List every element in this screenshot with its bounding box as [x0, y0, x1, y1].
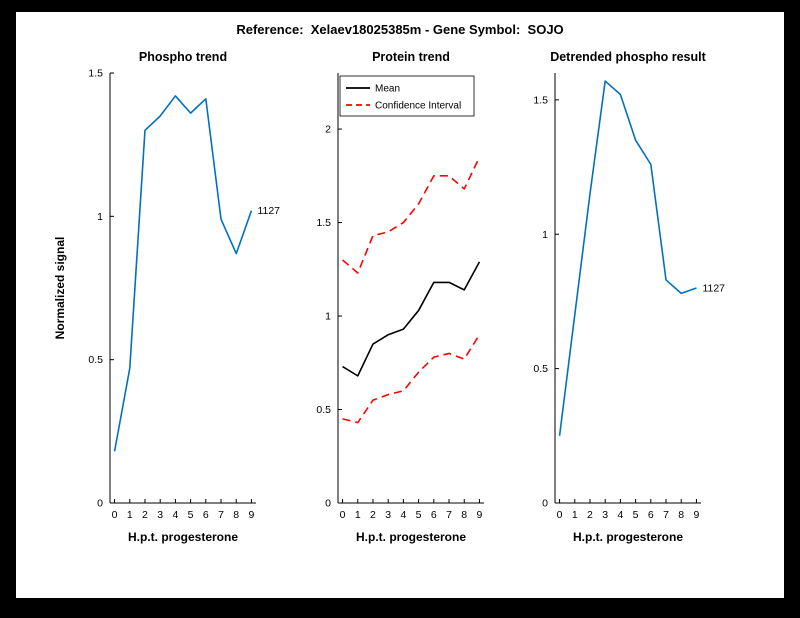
- x-tick-label: 5: [188, 509, 194, 521]
- x-tick-label: 6: [431, 509, 437, 521]
- x-tick-label: 3: [602, 509, 608, 521]
- y-tick-label: 1.5: [88, 68, 103, 80]
- plot-title: Detrended phospho result: [550, 50, 706, 64]
- x-tick-label: 7: [663, 509, 669, 521]
- y-tick-label: 1.5: [533, 94, 548, 106]
- x-tick-label: 8: [233, 509, 239, 521]
- x-tick-label: 9: [249, 509, 255, 521]
- y-tick-label: 1: [542, 229, 548, 241]
- series-confidence-interval-upper: [342, 156, 481, 274]
- x-tick-label: 7: [218, 509, 224, 521]
- x-tick-label: 6: [648, 509, 654, 521]
- x-tick-label: 2: [370, 509, 376, 521]
- x-tick-label: 6: [203, 509, 209, 521]
- y-axis-label: Normalized signal: [53, 237, 67, 340]
- subplots-row: 0 1 2 3 4 5 6 7 8 9 0 0.5 1 1.5 Phospho trend H.p.t. pr…: [16, 43, 784, 560]
- y-tick-label: 2: [325, 124, 331, 136]
- x-tick-label: 0: [112, 509, 118, 521]
- y-tick-label: 1: [325, 311, 331, 323]
- y-tick-label: 0: [97, 498, 103, 510]
- series-1127: [113, 95, 253, 452]
- x-tick-label: 7: [446, 509, 452, 521]
- x-tick-label: 0: [557, 509, 563, 521]
- plot-title: Protein trend: [372, 50, 450, 64]
- series-end-label: 1127: [257, 205, 280, 217]
- x-tick-label: 8: [461, 509, 467, 521]
- y-tick-label: 0: [542, 498, 548, 510]
- legend-label-mean: Mean: [375, 84, 400, 95]
- x-tick-label: 4: [400, 509, 406, 521]
- x-tick-label: 4: [172, 509, 178, 521]
- y-tick-label: 1.5: [316, 217, 331, 229]
- subplot-protein-trend: 0 1 2 3 4 5 6 7 8 9 0 0.5 1 1.5 2 Protein trend H.p.t. p…: [300, 43, 505, 560]
- x-tick-label: 8: [678, 509, 684, 521]
- y-tick-label: 1: [97, 211, 103, 223]
- x-axis-label: H.p.t. progesterone: [128, 530, 238, 544]
- series-1127: [558, 80, 697, 436]
- x-tick-label: 2: [587, 509, 593, 521]
- legend-label-confidence-interval: Confidence Interval: [375, 101, 461, 112]
- y-tick-label: 0.5: [316, 404, 331, 416]
- x-tick-label: 3: [157, 509, 163, 521]
- plot-title: Phospho trend: [139, 50, 227, 64]
- x-axis-label: H.p.t. progesterone: [573, 530, 683, 544]
- x-tick-label: 1: [127, 509, 133, 521]
- series-mean: [342, 261, 481, 377]
- subplot-phospho-trend: 0 1 2 3 4 5 6 7 8 9 0 0.5 1 1.5 Phospho trend H.p.t. pr…: [38, 43, 288, 560]
- x-tick-label: 9: [694, 509, 700, 521]
- series-end-label: 1127: [702, 283, 725, 295]
- subplot-detrended-phospho: 0 1 2 3 4 5 6 7 8 9 0 0.5 1 1.5 Detrended phospho resu…: [517, 43, 762, 560]
- x-tick-label: 9: [477, 509, 483, 521]
- x-tick-label: 5: [416, 509, 422, 521]
- figure-canvas: Reference: Xelaev18025385m - Gene Symbol…: [16, 12, 784, 598]
- x-tick-label: 1: [355, 509, 361, 521]
- x-tick-label: 2: [142, 509, 148, 521]
- series-confidence-interval-lower: [342, 334, 481, 424]
- y-tick-label: 0.5: [88, 354, 103, 366]
- x-tick-label: 4: [617, 509, 623, 521]
- legend-box: [339, 75, 475, 117]
- y-tick-label: 0.5: [533, 363, 548, 375]
- figure-title: Reference: Xelaev18025385m - Gene Symbol…: [236, 22, 564, 37]
- x-tick-label: 3: [385, 509, 391, 521]
- y-tick-label: 0: [325, 498, 331, 510]
- x-axis-label: H.p.t. progesterone: [356, 530, 466, 544]
- x-tick-label: 5: [633, 509, 639, 521]
- x-tick-label: 1: [572, 509, 578, 521]
- x-tick-label: 0: [340, 509, 346, 521]
